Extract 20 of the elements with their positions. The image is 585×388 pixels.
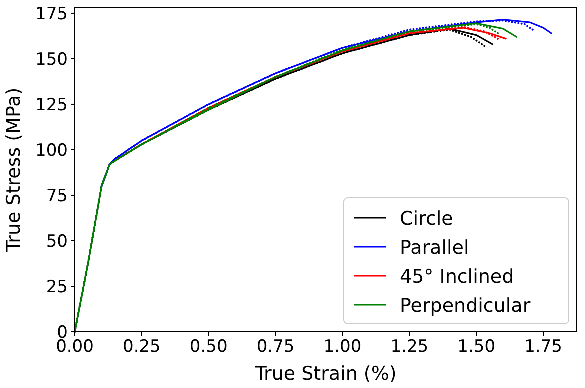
y-tick-label: 100 (36, 140, 68, 161)
legend-label: 45° Inclined (400, 266, 514, 288)
x-tick-label: 1.00 (324, 337, 362, 357)
legend-label: Parallel (400, 237, 470, 259)
legend-label: Perpendicular (400, 295, 531, 317)
y-tick-label: 125 (36, 95, 68, 116)
x-tick-label: 0.75 (256, 337, 295, 357)
y-tick-label: 150 (36, 50, 68, 70)
x-tick-label: 1.25 (390, 337, 429, 357)
y-tick-label: 25 (46, 277, 68, 298)
y-tick-label: 75 (46, 186, 68, 206)
x-tick-label: 0.25 (123, 337, 161, 357)
x-tick-label: 0.50 (190, 337, 228, 357)
y-tick-label: 175 (36, 4, 68, 24)
legend-label: Circle (400, 208, 454, 230)
y-tick-label: 50 (46, 232, 68, 252)
x-tick-label: 1.50 (458, 337, 496, 357)
x-axis-title: True Strain (%) (254, 363, 397, 385)
y-axis-title: True Stress (MPa) (3, 88, 25, 254)
x-tick-label: 1.75 (524, 337, 562, 357)
